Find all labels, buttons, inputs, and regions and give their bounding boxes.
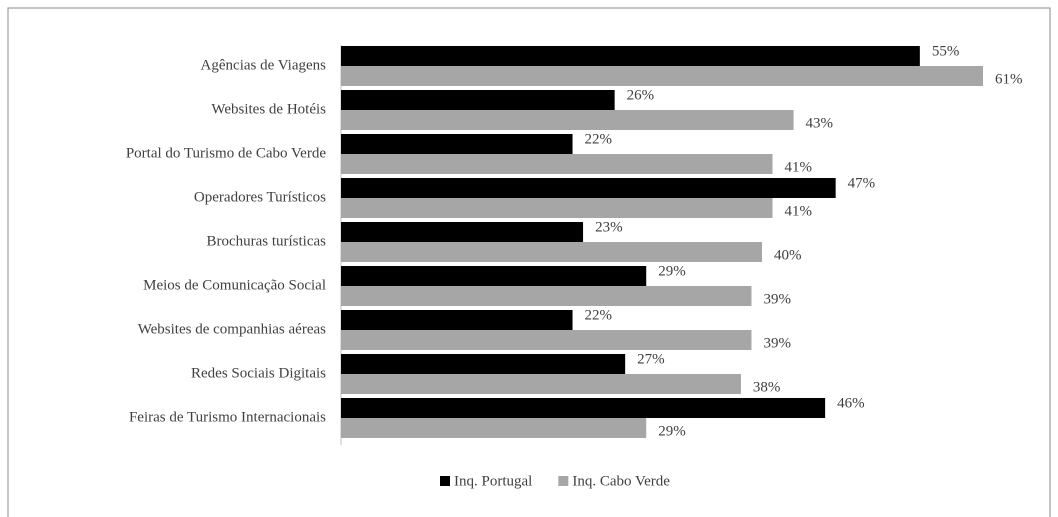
bar <box>341 154 773 174</box>
legend-label: Inq. Cabo Verde <box>572 473 670 489</box>
y-tick-label: Feiras de Turismo Internacionais <box>129 409 326 425</box>
data-label: 47% <box>848 175 876 191</box>
data-label: 26% <box>627 87 655 103</box>
y-tick-label: Meios de Comunicação Social <box>143 277 326 293</box>
y-tick-label: Agências de Viagens <box>201 57 327 73</box>
data-label: 27% <box>637 351 665 367</box>
bar <box>341 178 836 198</box>
bar <box>341 198 773 218</box>
bar <box>341 286 752 306</box>
data-label: 40% <box>774 247 802 263</box>
bar <box>341 310 573 330</box>
y-tick-label: Websites de companhias aéreas <box>138 321 326 337</box>
data-label: 38% <box>753 379 781 395</box>
data-label: 23% <box>595 219 623 235</box>
data-label: 41% <box>785 203 813 219</box>
y-tick-label: Websites de Hotéis <box>211 101 326 117</box>
legend-swatch <box>558 476 569 486</box>
data-label: 43% <box>806 115 834 131</box>
bar <box>341 398 826 418</box>
y-tick-label: Operadores Turísticos <box>194 189 326 205</box>
y-tick-label: Redes Sociais Digitais <box>191 365 326 381</box>
data-label: 55% <box>932 43 960 59</box>
data-label: 39% <box>763 291 791 307</box>
legend-label: Inq. Portugal <box>454 473 532 489</box>
bar <box>341 374 741 394</box>
bar <box>341 90 615 110</box>
data-label: 22% <box>585 131 613 147</box>
bar <box>341 330 752 350</box>
data-label: 61% <box>995 71 1023 87</box>
data-label: 29% <box>658 263 686 279</box>
bar <box>341 110 794 130</box>
y-tick-label: Brochuras turísticas <box>206 233 326 249</box>
y-tick-label: Portal do Turismo de Cabo Verde <box>126 145 326 161</box>
bar <box>341 222 584 242</box>
legend-swatch <box>440 476 450 486</box>
bar <box>341 354 626 374</box>
bar <box>341 266 647 286</box>
data-label: 41% <box>785 159 813 175</box>
data-label: 46% <box>837 395 865 411</box>
bar <box>341 46 920 66</box>
bar <box>341 134 573 154</box>
data-label: 22% <box>585 307 613 323</box>
frame <box>7 7 1051 517</box>
data-label: 29% <box>658 423 686 439</box>
bar <box>341 242 762 262</box>
bar <box>341 66 983 86</box>
data-label: 39% <box>763 335 791 351</box>
bar <box>341 418 647 438</box>
